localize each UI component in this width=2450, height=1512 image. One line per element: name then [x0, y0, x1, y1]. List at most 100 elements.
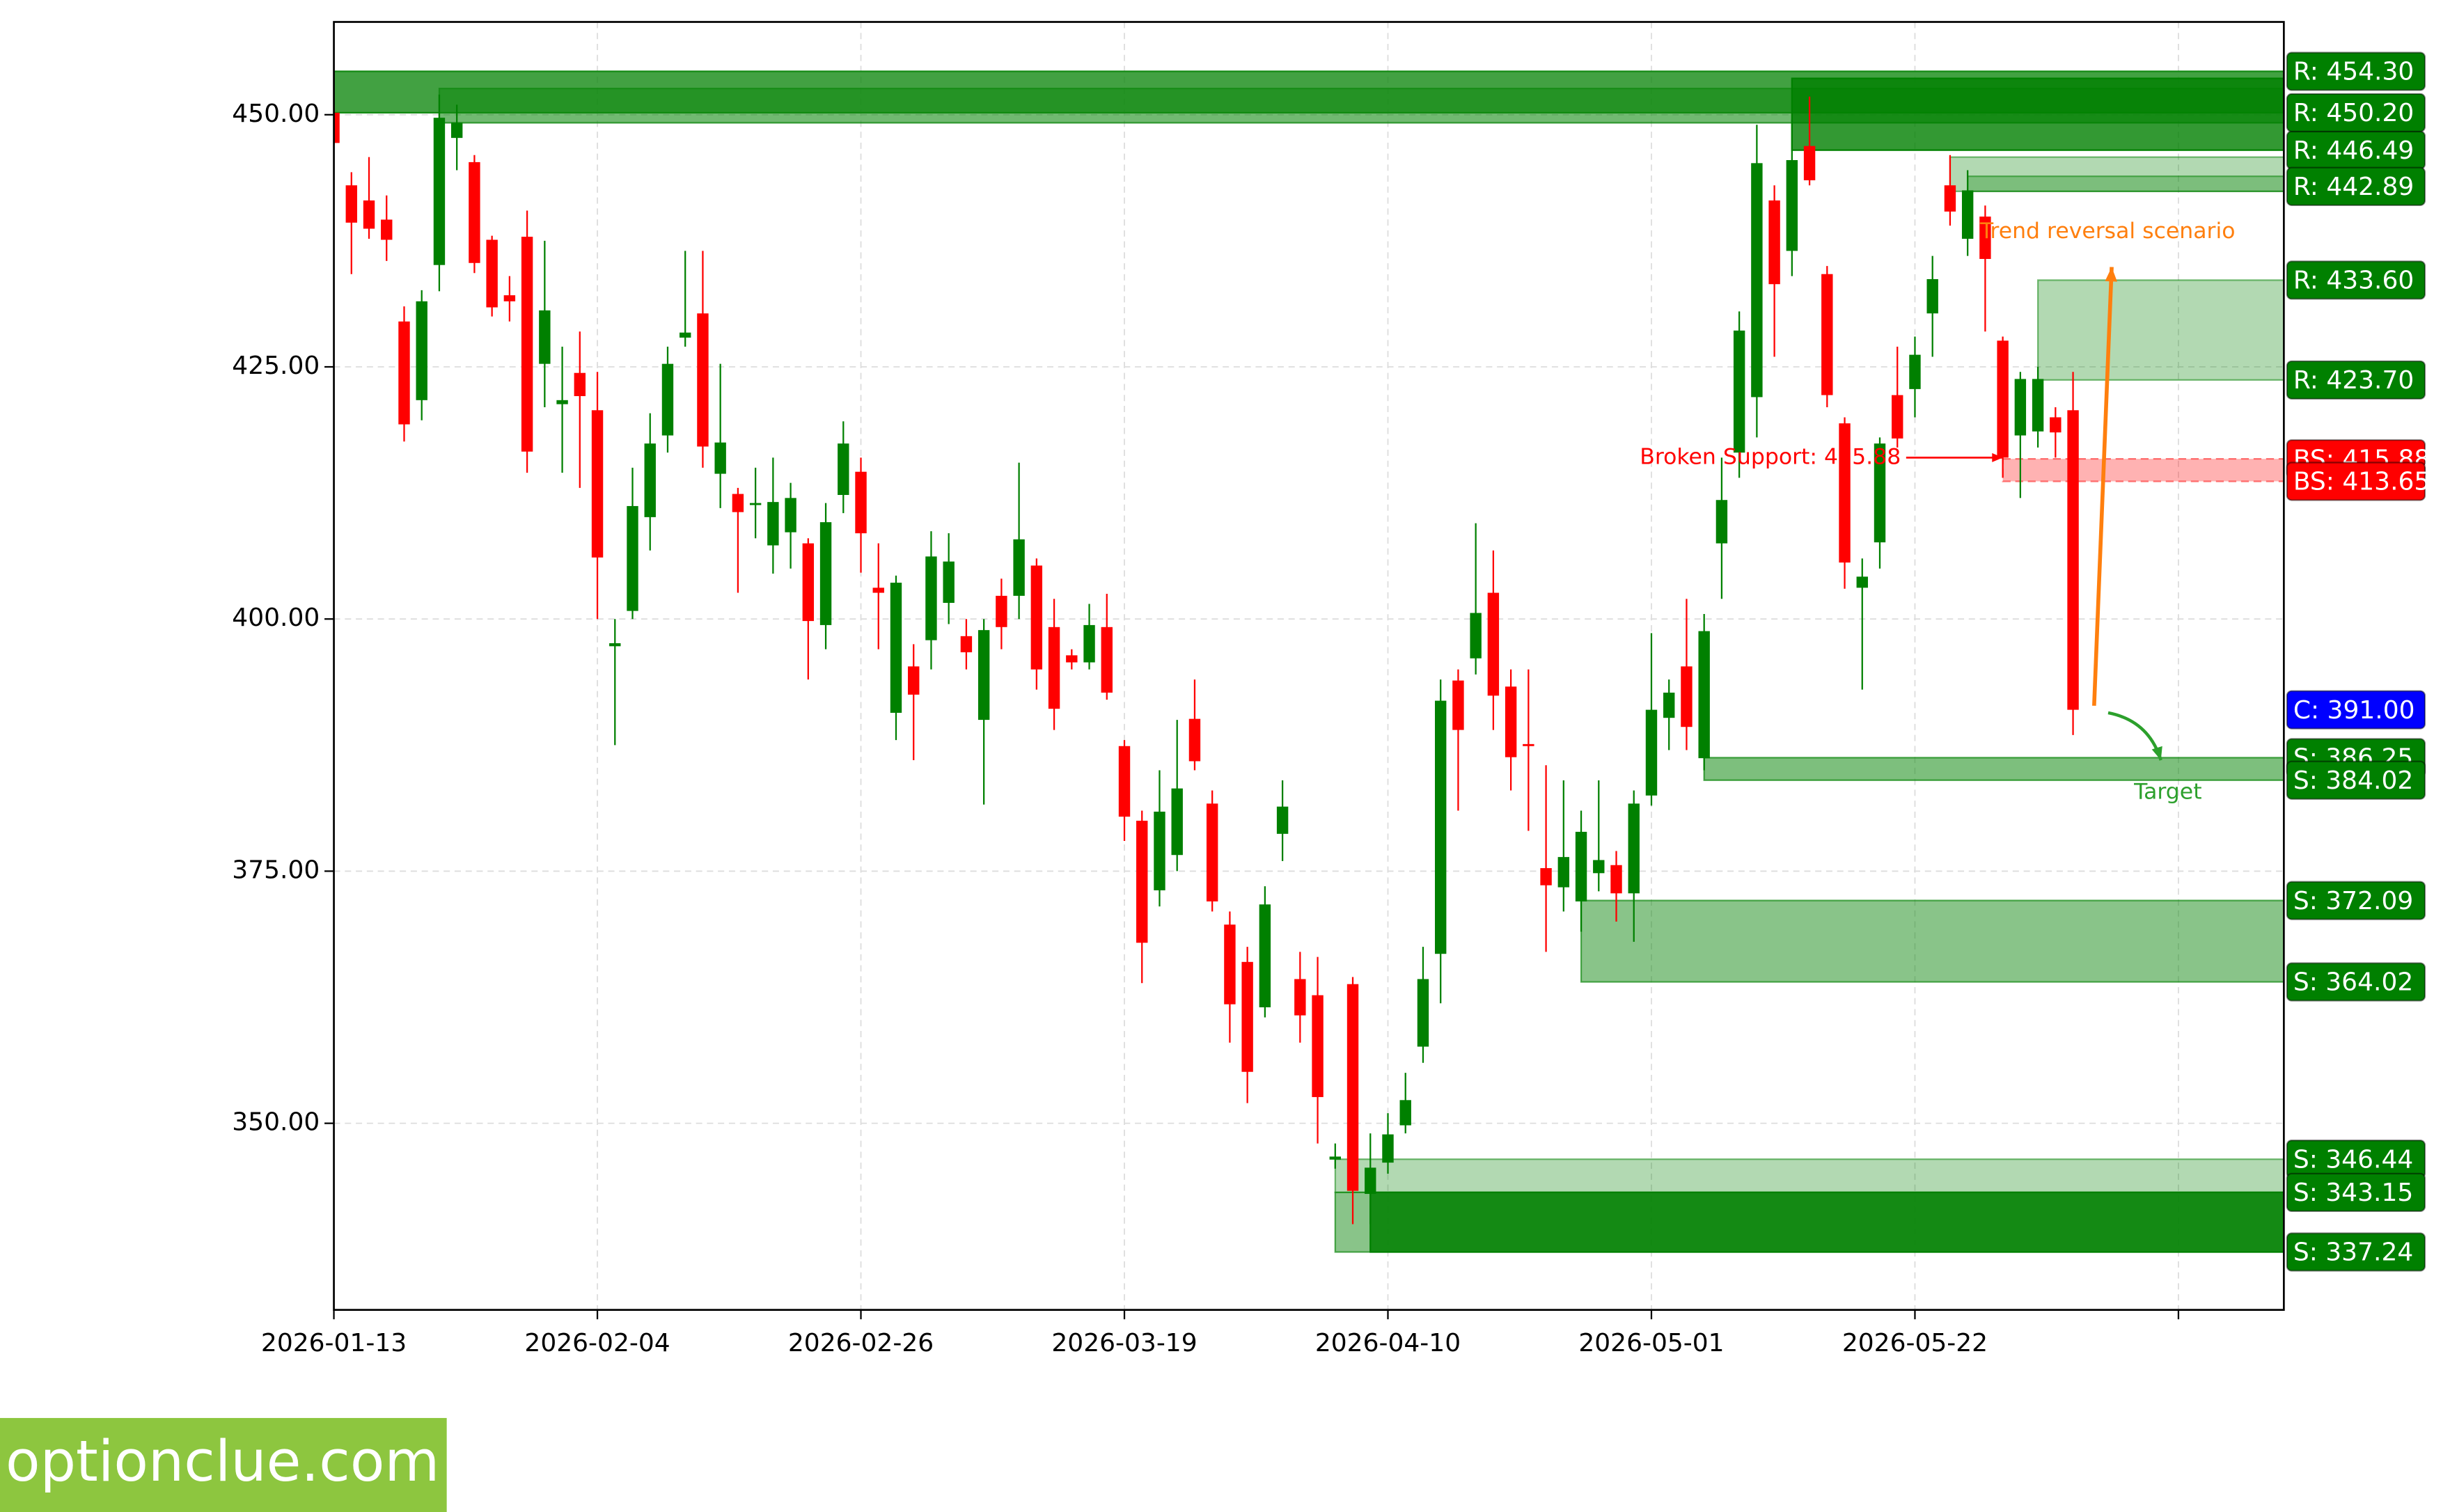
candle-body	[1083, 624, 1095, 663]
arrow-head	[2105, 267, 2118, 282]
level-label: R: 450.20	[2293, 99, 2414, 127]
level-label: S: 384.02	[2293, 766, 2413, 795]
candle-body	[381, 219, 393, 240]
level-label: R: 446.49	[2293, 136, 2414, 165]
level-label: R: 423.70	[2293, 366, 2414, 395]
watermark-box	[0, 1417, 447, 1512]
y-tick-label: 375.00	[232, 856, 320, 884]
candle-body	[785, 498, 796, 533]
candle-body	[802, 543, 815, 622]
candle-body	[1048, 627, 1060, 709]
x-tick-label: 2026-02-26	[788, 1329, 934, 1357]
candle-body	[1557, 857, 1570, 888]
candle-body	[591, 410, 604, 558]
candle-body	[996, 595, 1007, 627]
candle-body	[1839, 423, 1851, 563]
candle-body	[1259, 904, 1271, 1008]
candle-body	[1013, 539, 1025, 596]
candle-body	[486, 239, 498, 308]
zone	[2036, 279, 2284, 381]
candle-body	[1803, 145, 1816, 180]
arrow	[2092, 267, 2114, 706]
candle-body	[960, 636, 973, 653]
level-label: S: 346.44	[2293, 1145, 2413, 1174]
candle-body	[1470, 613, 1482, 659]
candle-body	[2014, 379, 2027, 436]
arrow-head	[1992, 452, 2003, 462]
level-label: S: 337.24	[2293, 1238, 2413, 1267]
candle-body	[1523, 743, 1534, 746]
x-tick-label: 2026-03-19	[1051, 1329, 1197, 1357]
candle-body	[1066, 655, 1078, 663]
candle-body	[1979, 216, 1991, 259]
level-box	[2286, 1172, 2426, 1212]
candle-body	[732, 494, 744, 512]
level-box	[2286, 1232, 2426, 1272]
level-label: C: 391.00	[2293, 696, 2415, 725]
y-tick-label: 400.00	[232, 604, 320, 632]
annotation: Target	[2133, 779, 2201, 804]
level-box	[2286, 690, 2426, 730]
candle-body	[838, 443, 849, 496]
candle-body	[749, 503, 762, 505]
candle-body	[1733, 330, 1745, 453]
zone	[1369, 1191, 2284, 1253]
candle-body	[1892, 395, 1903, 439]
candle-body	[680, 332, 691, 338]
candle-body	[1452, 680, 1464, 730]
candle-body	[1505, 686, 1517, 757]
candle-body	[345, 185, 357, 223]
level-box	[2286, 760, 2426, 800]
x-tick-label: 2026-05-01	[1578, 1329, 1724, 1357]
candle-body	[1821, 274, 1833, 395]
candle-body	[1276, 806, 1289, 834]
candle-body	[1346, 984, 1359, 1191]
level-label: BS: 413.65	[2293, 468, 2430, 496]
candle-body	[1540, 868, 1552, 885]
candle-body	[469, 162, 480, 263]
arrow-head	[2151, 746, 2162, 761]
candle-body	[714, 442, 726, 474]
candle-body	[1365, 1167, 1376, 1195]
zone	[1791, 77, 2284, 151]
x-tick-label: 2026-04-10	[1315, 1329, 1461, 1357]
candle-body	[855, 471, 867, 534]
candle-body	[503, 295, 516, 301]
candle-body	[943, 561, 955, 604]
level-box	[2286, 462, 2426, 501]
candle-body	[1434, 700, 1447, 954]
zone	[1967, 175, 2284, 193]
y-tick-label: 450.00	[232, 100, 320, 128]
x-tick-label: 2026-02-04	[524, 1329, 670, 1357]
candle-body	[1030, 565, 1043, 670]
plot-area	[333, 22, 2284, 1310]
candle-body	[1329, 1156, 1342, 1160]
candle-body	[1224, 924, 1236, 1005]
candle-body	[1487, 592, 1500, 696]
candle-body	[1417, 979, 1429, 1047]
level-label: S: 372.09	[2293, 887, 2413, 915]
candle-body	[661, 363, 674, 436]
candle-body	[819, 522, 832, 625]
candle-body	[1206, 803, 1218, 901]
candle-body	[1698, 631, 1710, 759]
candle-body	[1663, 692, 1675, 718]
candle-body	[890, 583, 902, 713]
candle-body	[1610, 865, 1622, 894]
candle-body	[609, 643, 621, 647]
overlay: 350.00 375.00 400.00 425.00 450.00 2026-01-13…	[232, 52, 2430, 1357]
level-box	[2286, 52, 2426, 91]
annotation: Trend reversal scenario	[1979, 219, 2236, 244]
candle-body	[697, 313, 709, 447]
candle-body	[1997, 340, 2009, 458]
level-label: S: 364.02	[2293, 968, 2413, 997]
candle-body	[1645, 709, 1658, 796]
candle-body	[1944, 185, 1956, 212]
candle-body	[574, 372, 586, 397]
candle-body	[1136, 820, 1148, 943]
candle-body	[1118, 746, 1131, 817]
candle-body	[2067, 410, 2079, 710]
y-tick-label: 350.00	[232, 1108, 320, 1137]
